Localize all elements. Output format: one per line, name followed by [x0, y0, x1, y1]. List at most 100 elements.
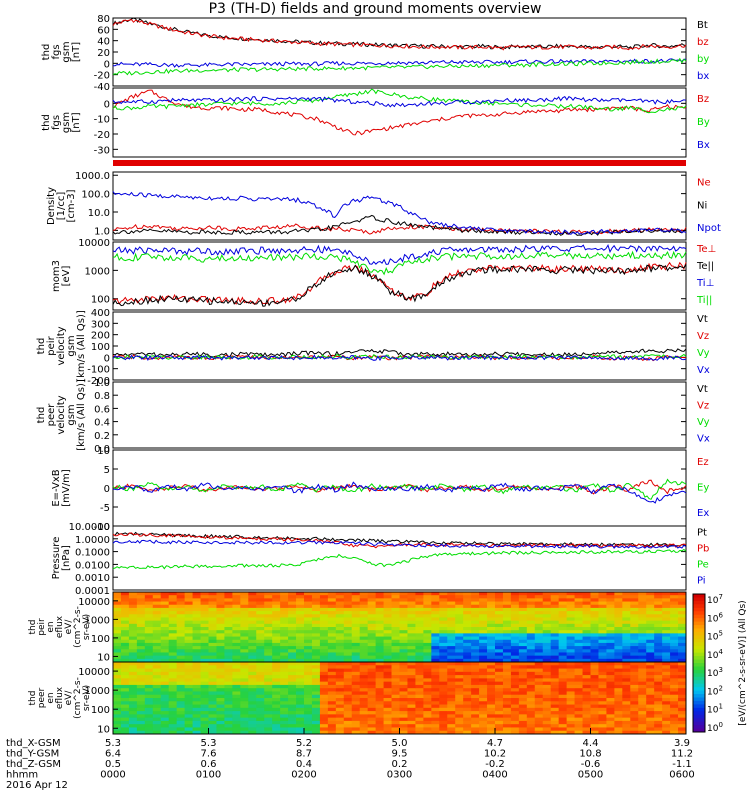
spectrogram-cell — [638, 601, 647, 606]
spectrogram-cell — [383, 724, 392, 728]
spectrogram-cell — [192, 694, 201, 699]
spectrogram-cell — [407, 633, 416, 637]
spectrogram-cell — [224, 639, 233, 644]
spectrogram-cell — [383, 668, 392, 673]
spectrogram-cell — [638, 675, 647, 679]
spectrogram-cell — [622, 675, 631, 679]
spectrogram-cell — [327, 724, 337, 728]
spectrogram-cell — [487, 671, 496, 676]
spectrogram-cell — [542, 620, 552, 625]
series-line-Pe — [112, 548, 687, 570]
spectrogram-cell — [526, 724, 536, 728]
spectrogram-cell — [319, 620, 329, 625]
spectrogram-cell — [558, 678, 568, 683]
spectrogram-cell — [184, 714, 193, 719]
spectrogram-cell — [502, 684, 512, 689]
spectrogram-cell — [375, 630, 384, 634]
spectrogram-cell — [463, 694, 472, 699]
ephemeris-value: -1.1 — [672, 759, 692, 770]
spectrogram-cell — [439, 678, 448, 683]
spectrogram-cell — [447, 658, 456, 663]
spectrogram-cell — [415, 620, 424, 625]
spectrogram-cell — [335, 720, 345, 725]
spectrogram-cell — [256, 701, 265, 705]
spectrogram-cell — [638, 642, 647, 647]
spectrogram-cell — [288, 601, 297, 606]
spectrogram-cell — [304, 727, 313, 732]
spectrogram-cell — [566, 707, 575, 712]
spectrogram-cell — [176, 717, 186, 722]
spectrogram-cell — [431, 720, 440, 725]
spectrogram-cell — [343, 595, 353, 599]
spectrogram-cell — [558, 598, 568, 602]
spectrogram-cell — [327, 617, 337, 622]
spectrogram-cell — [264, 655, 273, 660]
spectrogram-cell — [590, 620, 599, 625]
spectrogram-cell — [343, 607, 353, 612]
colorbar-cell — [693, 718, 705, 723]
spectrogram-cell — [391, 727, 400, 732]
spectrogram-cell — [128, 623, 138, 628]
spectrogram-cell — [431, 627, 440, 631]
spectrogram-cell — [168, 681, 178, 686]
spectrogram-cell — [136, 730, 146, 735]
legend-label: Te⊥ — [696, 244, 716, 255]
spectrogram-cell — [518, 717, 528, 722]
spectrogram-cell — [144, 630, 154, 634]
panel-frame — [112, 311, 687, 381]
spectrogram-cell — [463, 595, 472, 599]
spectrogram-cell — [423, 698, 432, 702]
y-tick-label: 5 — [104, 465, 110, 476]
spectrogram-cell — [327, 714, 337, 719]
spectrogram-cell — [383, 681, 392, 686]
spectrogram-cell — [614, 711, 623, 715]
spectrogram-cell — [455, 607, 464, 612]
y-axis-label: [km/s (All Qs)] — [76, 310, 87, 382]
spectrogram-cell — [534, 675, 544, 679]
spectrogram-cell — [272, 694, 281, 699]
legend-label: Pi — [697, 576, 706, 587]
spectrogram-cell — [224, 720, 233, 725]
spectrogram-cell — [311, 720, 321, 725]
spectrogram-cell — [391, 691, 400, 696]
spectrogram-cell — [248, 671, 257, 676]
spectrogram-cell — [184, 607, 193, 612]
y-tick-label: 1000.0 — [75, 171, 110, 182]
spectrogram-cell — [184, 665, 193, 669]
spectrogram-cell — [574, 627, 583, 631]
spectrogram-cell — [582, 688, 591, 692]
spectrogram-cell — [264, 688, 273, 692]
spectrogram-cell — [542, 595, 552, 599]
spectrogram-cell — [351, 604, 361, 609]
spectrogram-cell — [327, 675, 337, 679]
spectrogram-cell — [670, 652, 679, 657]
spectrogram-cell — [351, 658, 361, 663]
spectrogram-cell — [224, 724, 233, 728]
spectrogram-cell — [439, 720, 448, 725]
spectrogram-cell — [335, 698, 345, 702]
spectrogram-cell — [638, 678, 647, 683]
spectrogram-cell — [407, 598, 416, 602]
spectrogram-cell — [248, 665, 257, 669]
spectrogram-cell — [113, 724, 122, 728]
spectrogram-cell — [574, 649, 583, 653]
colorbar-cell — [693, 635, 705, 640]
colorbar-cell — [693, 680, 705, 685]
spectrogram-cell — [487, 617, 496, 622]
spectrogram-cell — [526, 598, 536, 602]
spectrogram-cell — [128, 655, 138, 660]
spectrogram-cell — [359, 720, 369, 725]
spectrogram-cell — [582, 724, 591, 728]
spectrogram-cell — [128, 698, 138, 702]
spectrogram-cell — [280, 646, 289, 650]
spectrogram-cell — [335, 730, 345, 735]
spectrogram-cell — [622, 649, 631, 653]
spectrogram-cell — [383, 691, 392, 696]
spectrogram-cell — [518, 727, 528, 732]
spectrogram-cell — [280, 630, 289, 634]
spectrogram-cell — [534, 691, 544, 696]
spectrogram-cell — [232, 675, 241, 679]
spectrogram-cell — [646, 623, 655, 628]
spectrogram-cell — [248, 730, 257, 735]
spectrogram-cell — [296, 662, 305, 666]
